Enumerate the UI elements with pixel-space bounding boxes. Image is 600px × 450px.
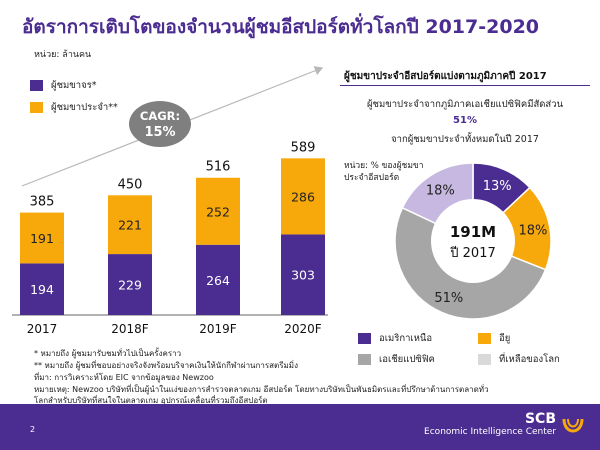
bar-regular-2020F	[281, 158, 325, 235]
footer-bar	[0, 404, 600, 450]
brand-subtitle: Economic Intelligence Center	[424, 427, 556, 437]
pie-unit-line-1: หน่วย: % ของผู้ชมขา	[344, 161, 424, 171]
bar-label-casual-2017: 194	[30, 282, 54, 297]
bar-total-2018F: 450	[118, 177, 143, 192]
x-tick-2020F: 2020F	[284, 322, 322, 336]
legend-label-regular: ผู้ชมขาประจำ**	[51, 102, 118, 113]
pie-legend-label-eu: อียู	[499, 333, 511, 344]
donut-slice-label-1: 13%	[483, 179, 512, 194]
legend-swatch-casual	[30, 80, 43, 91]
bar-label-casual-2019F: 264	[206, 273, 230, 288]
legend-label-casual: ผู้ชมขาจร*	[51, 80, 97, 91]
cagr-bubble	[129, 101, 191, 147]
share-percent: 51%	[453, 115, 477, 126]
bar-casual-2020F	[281, 234, 325, 315]
legend-regular: ผู้ชมขาประจำ**	[30, 100, 118, 115]
donut-center-value: 191M	[450, 223, 496, 241]
pie-legend-label-rest-of-world: ที่เหลือของโลก	[499, 354, 560, 365]
bar-label-regular-2020F: 286	[291, 189, 315, 204]
page-number: 2	[30, 425, 36, 434]
share-text-2: จากผู้ชมขาประจำทั้งหมดในปี 2017	[391, 134, 539, 145]
footnote-source: ที่มา: การวิเคราะห์โดย EIC จากข้อมูลของ …	[34, 373, 214, 382]
pie-legend-eu: อียู	[478, 331, 510, 346]
share-text-1: ผู้ชมขาประจำจากภูมิภาคเอเชียแปซิฟิคมีสัด…	[366, 99, 564, 110]
pie-legend-label-north-america: อเมริกาเหนือ	[379, 333, 433, 344]
pie-legend-swatch-eu	[478, 333, 491, 344]
cagr-value: 15%	[144, 125, 175, 140]
unit-label: หน่วย: ล้านคน	[34, 50, 92, 60]
bar-label-casual-2020F: 303	[291, 268, 315, 283]
pie-title-divider	[340, 85, 590, 86]
pie-legend-label-apac: เอเชียแปซิฟิค	[379, 354, 435, 365]
donut-slice-label-2: 18%	[518, 224, 547, 239]
footnote-remark-1: หมายเหตุ: Newzoo บริษัทที่เป็นผู้นำในแง่…	[34, 385, 489, 394]
pie-legend-swatch-apac	[358, 354, 371, 365]
pie-legend-rest-of-world: ที่เหลือของโลก	[478, 352, 560, 367]
x-tick-2019F: 2019F	[199, 322, 237, 336]
pie-legend-north-america: อเมริกาเหนือ	[358, 331, 432, 346]
pie-legend-swatch-north-america	[358, 333, 371, 344]
legend-casual: ผู้ชมขาจร*	[30, 78, 97, 93]
bar-total-2020F: 589	[291, 140, 316, 155]
bar-regular-2017	[20, 212, 64, 264]
cagr-label: CAGR:	[140, 109, 180, 123]
donut-chart: 13% 18% 51% 18% 191M ปี 2017	[394, 162, 552, 320]
pie-legend-apac: เอเชียแปซิฟิค	[358, 352, 435, 367]
bar-label-regular-2018F: 221	[118, 218, 142, 233]
bar-total-2017: 385	[30, 195, 55, 210]
pie-unit-line-2: ประจำอีสปอร์ต	[344, 173, 400, 183]
donut-hole	[431, 199, 515, 283]
page-title: อัตราการเติบโตของจำนวนผู้ชมอีสปอร์ตทั่วโ…	[22, 16, 540, 38]
bar-casual-2017	[20, 263, 64, 315]
x-tick-2017: 2017	[27, 322, 58, 336]
bar-regular-2018F	[108, 195, 152, 255]
bar-chart: CAGR: 15% 194 191 385 2017 229 221 450 2018F 264…	[12, 66, 328, 336]
pie-legend-swatch-rest-of-world	[478, 354, 491, 365]
bar-casual-2019F	[196, 244, 240, 315]
bar-regular-2019F	[196, 177, 240, 245]
pie-title: ผู้ชมขาประจำอีสปอร์ตแบ่งตามภูมิภาคปี 201…	[344, 71, 547, 82]
bar-label-regular-2017: 191	[30, 231, 54, 246]
pie-unit-label: หน่วย: % ของผู้ชมขา ประจำอีสปอร์ต	[344, 160, 424, 184]
footnote-1: * หมายถึง ผู้ชมมารับชมทั่วไปเป็นครั้งครา…	[34, 349, 182, 358]
brand-block: SCB Economic Intelligence Center	[424, 411, 556, 437]
bar-label-regular-2019F: 252	[206, 204, 230, 219]
footnote-remark-2: โลกสำหรับบริษัทที่สนใจในตลาดเกม อุปกรณ์เ…	[34, 396, 268, 405]
legend-swatch-regular	[30, 102, 43, 113]
scb-logo-icon	[562, 418, 584, 433]
bar-casual-2018F	[108, 254, 152, 315]
bar-total-2019F: 516	[206, 160, 231, 175]
footnote-2: ** หมายถึง ผู้ชมที่ชอบอย่างจริงจังพร้อมบ…	[34, 361, 298, 370]
bar-label-casual-2018F: 229	[118, 278, 142, 293]
donut-center-label: ปี 2017	[449, 245, 495, 261]
brand-name: SCB	[524, 411, 556, 427]
donut-slice-label-4: 18%	[426, 183, 455, 198]
donut-slice-label-3: 51%	[434, 291, 463, 306]
x-tick-2018F: 2018F	[111, 322, 149, 336]
